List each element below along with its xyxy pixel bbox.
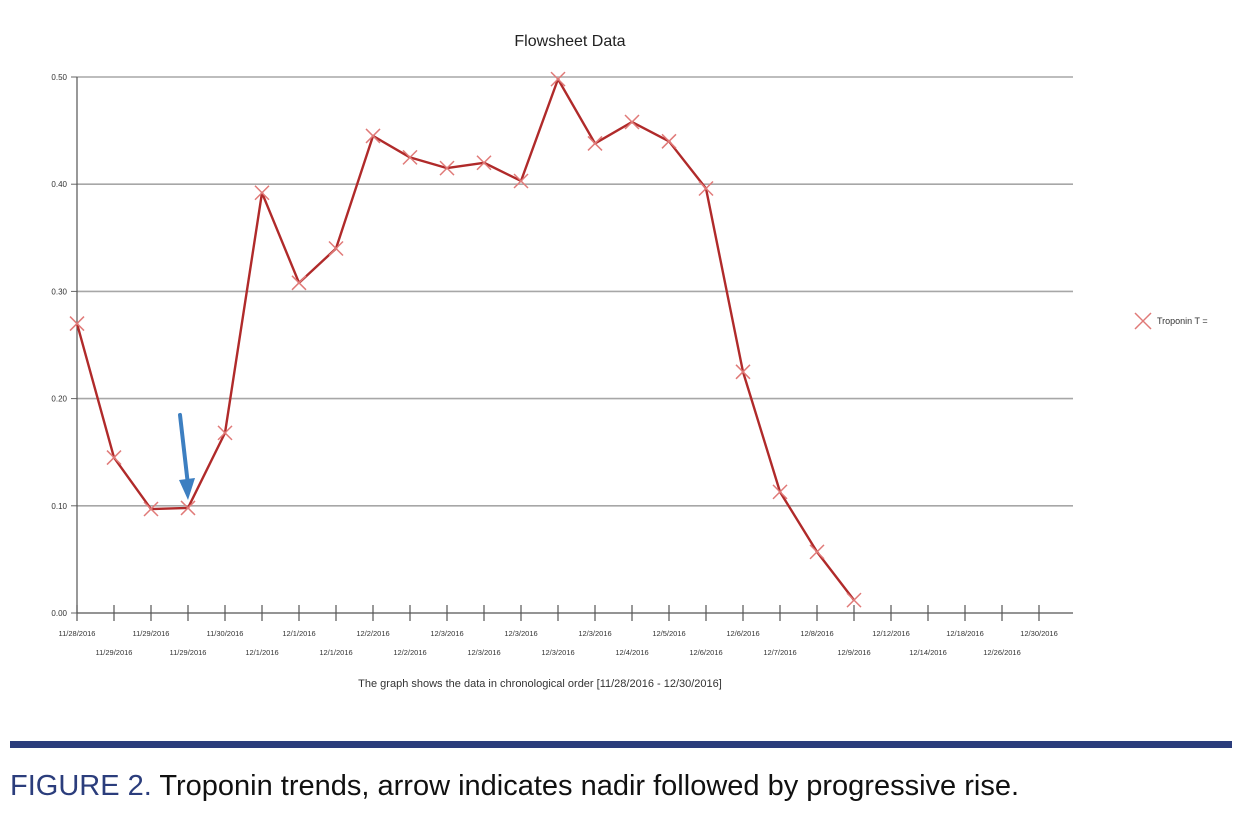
data-point-marker xyxy=(254,185,270,201)
data-point-marker xyxy=(513,173,529,189)
data-point-marker xyxy=(772,484,788,500)
troponin-chart: Flowsheet Data 0.000.100.200.300.400.50 … xyxy=(51,33,1208,690)
data-point xyxy=(328,240,344,257)
y-tick-label: 0.50 xyxy=(51,73,67,82)
series-line xyxy=(75,77,855,601)
data-point xyxy=(69,316,85,332)
x-tick-label: 12/1/2016 xyxy=(319,648,352,657)
data-point xyxy=(365,128,381,144)
x-tick-label: 11/28/2016 xyxy=(59,629,96,638)
gridlines xyxy=(71,76,1073,614)
x-tick-label: 12/3/2016 xyxy=(578,629,611,638)
x-tick-label: 12/2/2016 xyxy=(356,629,389,638)
data-point xyxy=(624,114,640,130)
x-tick-label: 12/18/2016 xyxy=(946,629,984,638)
figure-caption-label: FIGURE 2. xyxy=(10,770,152,802)
data-point xyxy=(402,149,418,165)
nadir-arrow-annotation xyxy=(178,412,195,500)
x-tick-label: 12/4/2016 xyxy=(615,648,648,657)
data-point-marker xyxy=(624,114,640,130)
x-tick-label: 11/29/2016 xyxy=(96,648,133,657)
data-point-marker xyxy=(587,135,603,151)
data-point xyxy=(550,71,566,87)
x-tick-label: 12/6/2016 xyxy=(726,629,759,638)
data-point xyxy=(846,592,862,608)
data-point xyxy=(439,160,455,176)
x-tick-label: 12/6/2016 xyxy=(689,648,722,657)
x-tick-label: 12/9/2016 xyxy=(837,648,870,657)
x-tick-label: 12/30/2016 xyxy=(1020,629,1058,638)
x-tick-label: 11/29/2016 xyxy=(133,629,170,638)
data-point-marker xyxy=(735,364,751,380)
y-tick-labels: 0.00 0.10 0.20 0.30 0.40 0.50 xyxy=(51,73,67,618)
data-point-marker xyxy=(476,155,492,171)
chart-title: Flowsheet Data xyxy=(514,33,625,50)
data-point-marker xyxy=(143,501,159,517)
figure-caption: FIGURE 2. Troponin trends, arrow indicat… xyxy=(10,770,1019,803)
y-tick-label: 0.20 xyxy=(51,395,67,404)
data-point-marker xyxy=(698,180,714,197)
data-point xyxy=(735,364,751,380)
data-point-marker xyxy=(365,128,381,144)
data-point xyxy=(661,133,677,149)
data-point xyxy=(217,425,233,441)
x-tick-label: 12/3/2016 xyxy=(467,648,500,657)
data-point-marker xyxy=(661,133,677,149)
data-point-marker xyxy=(180,500,196,516)
data-point-marker xyxy=(217,425,233,441)
data-point-marker xyxy=(328,240,344,257)
axes xyxy=(76,77,1073,621)
data-point-marker xyxy=(106,450,122,466)
data-point xyxy=(587,135,603,151)
troponin-series xyxy=(69,71,862,608)
data-point-marker xyxy=(550,71,566,87)
figure-caption-text: Troponin trends, arrow indicates nadir f… xyxy=(151,770,1020,802)
x-tick-label: 11/29/2016 xyxy=(170,648,207,657)
data-point xyxy=(143,501,159,517)
x-tick-label: 12/14/2016 xyxy=(909,648,947,657)
y-tick-label: 0.00 xyxy=(51,609,67,618)
data-point-marker xyxy=(439,160,455,176)
data-point-marker xyxy=(402,149,418,165)
legend: Troponin T = xyxy=(1134,312,1208,330)
x-tick-label: 12/5/2016 xyxy=(652,629,685,638)
arrow-head xyxy=(179,477,195,500)
data-point xyxy=(698,180,714,197)
x-tick-label: 12/1/2016 xyxy=(245,648,278,657)
arrow-shaft xyxy=(178,412,190,487)
x-tick-label: 12/7/2016 xyxy=(763,648,796,657)
x-tick-label: 12/26/2016 xyxy=(983,648,1021,657)
data-point xyxy=(513,173,529,189)
data-point xyxy=(809,544,825,560)
x-tick-labels: 11/28/2016 11/29/2016 11/29/2016 11/29/2016… xyxy=(59,629,1058,657)
data-point xyxy=(180,500,196,516)
x-axis-label: The graph shows the data in chronologica… xyxy=(358,678,722,690)
y-tick-label: 0.40 xyxy=(51,180,67,189)
legend-marker xyxy=(1134,312,1152,330)
data-point xyxy=(772,484,788,500)
data-point-marker xyxy=(846,592,862,608)
data-point-marker xyxy=(809,544,825,560)
x-tick-label: 12/8/2016 xyxy=(800,629,833,638)
x-tick-label: 12/3/2016 xyxy=(541,648,574,657)
x-tick-label: 11/30/2016 xyxy=(207,629,244,638)
data-point xyxy=(254,185,270,201)
data-point-marker xyxy=(69,316,85,332)
x-tick-label: 12/3/2016 xyxy=(504,629,537,638)
data-point xyxy=(476,155,492,171)
data-point xyxy=(291,275,307,291)
y-tick-label: 0.10 xyxy=(51,502,67,511)
data-point xyxy=(106,450,122,466)
legend-label: Troponin T = xyxy=(1157,316,1208,326)
x-tick-label: 12/12/2016 xyxy=(872,629,910,638)
data-point-marker xyxy=(291,275,307,291)
x-tick-label: 12/3/2016 xyxy=(430,629,463,638)
x-tick-label: 12/2/2016 xyxy=(393,648,426,657)
y-tick-label: 0.30 xyxy=(51,287,67,296)
caption-divider xyxy=(10,741,1232,748)
x-tick-label: 12/1/2016 xyxy=(282,629,315,638)
